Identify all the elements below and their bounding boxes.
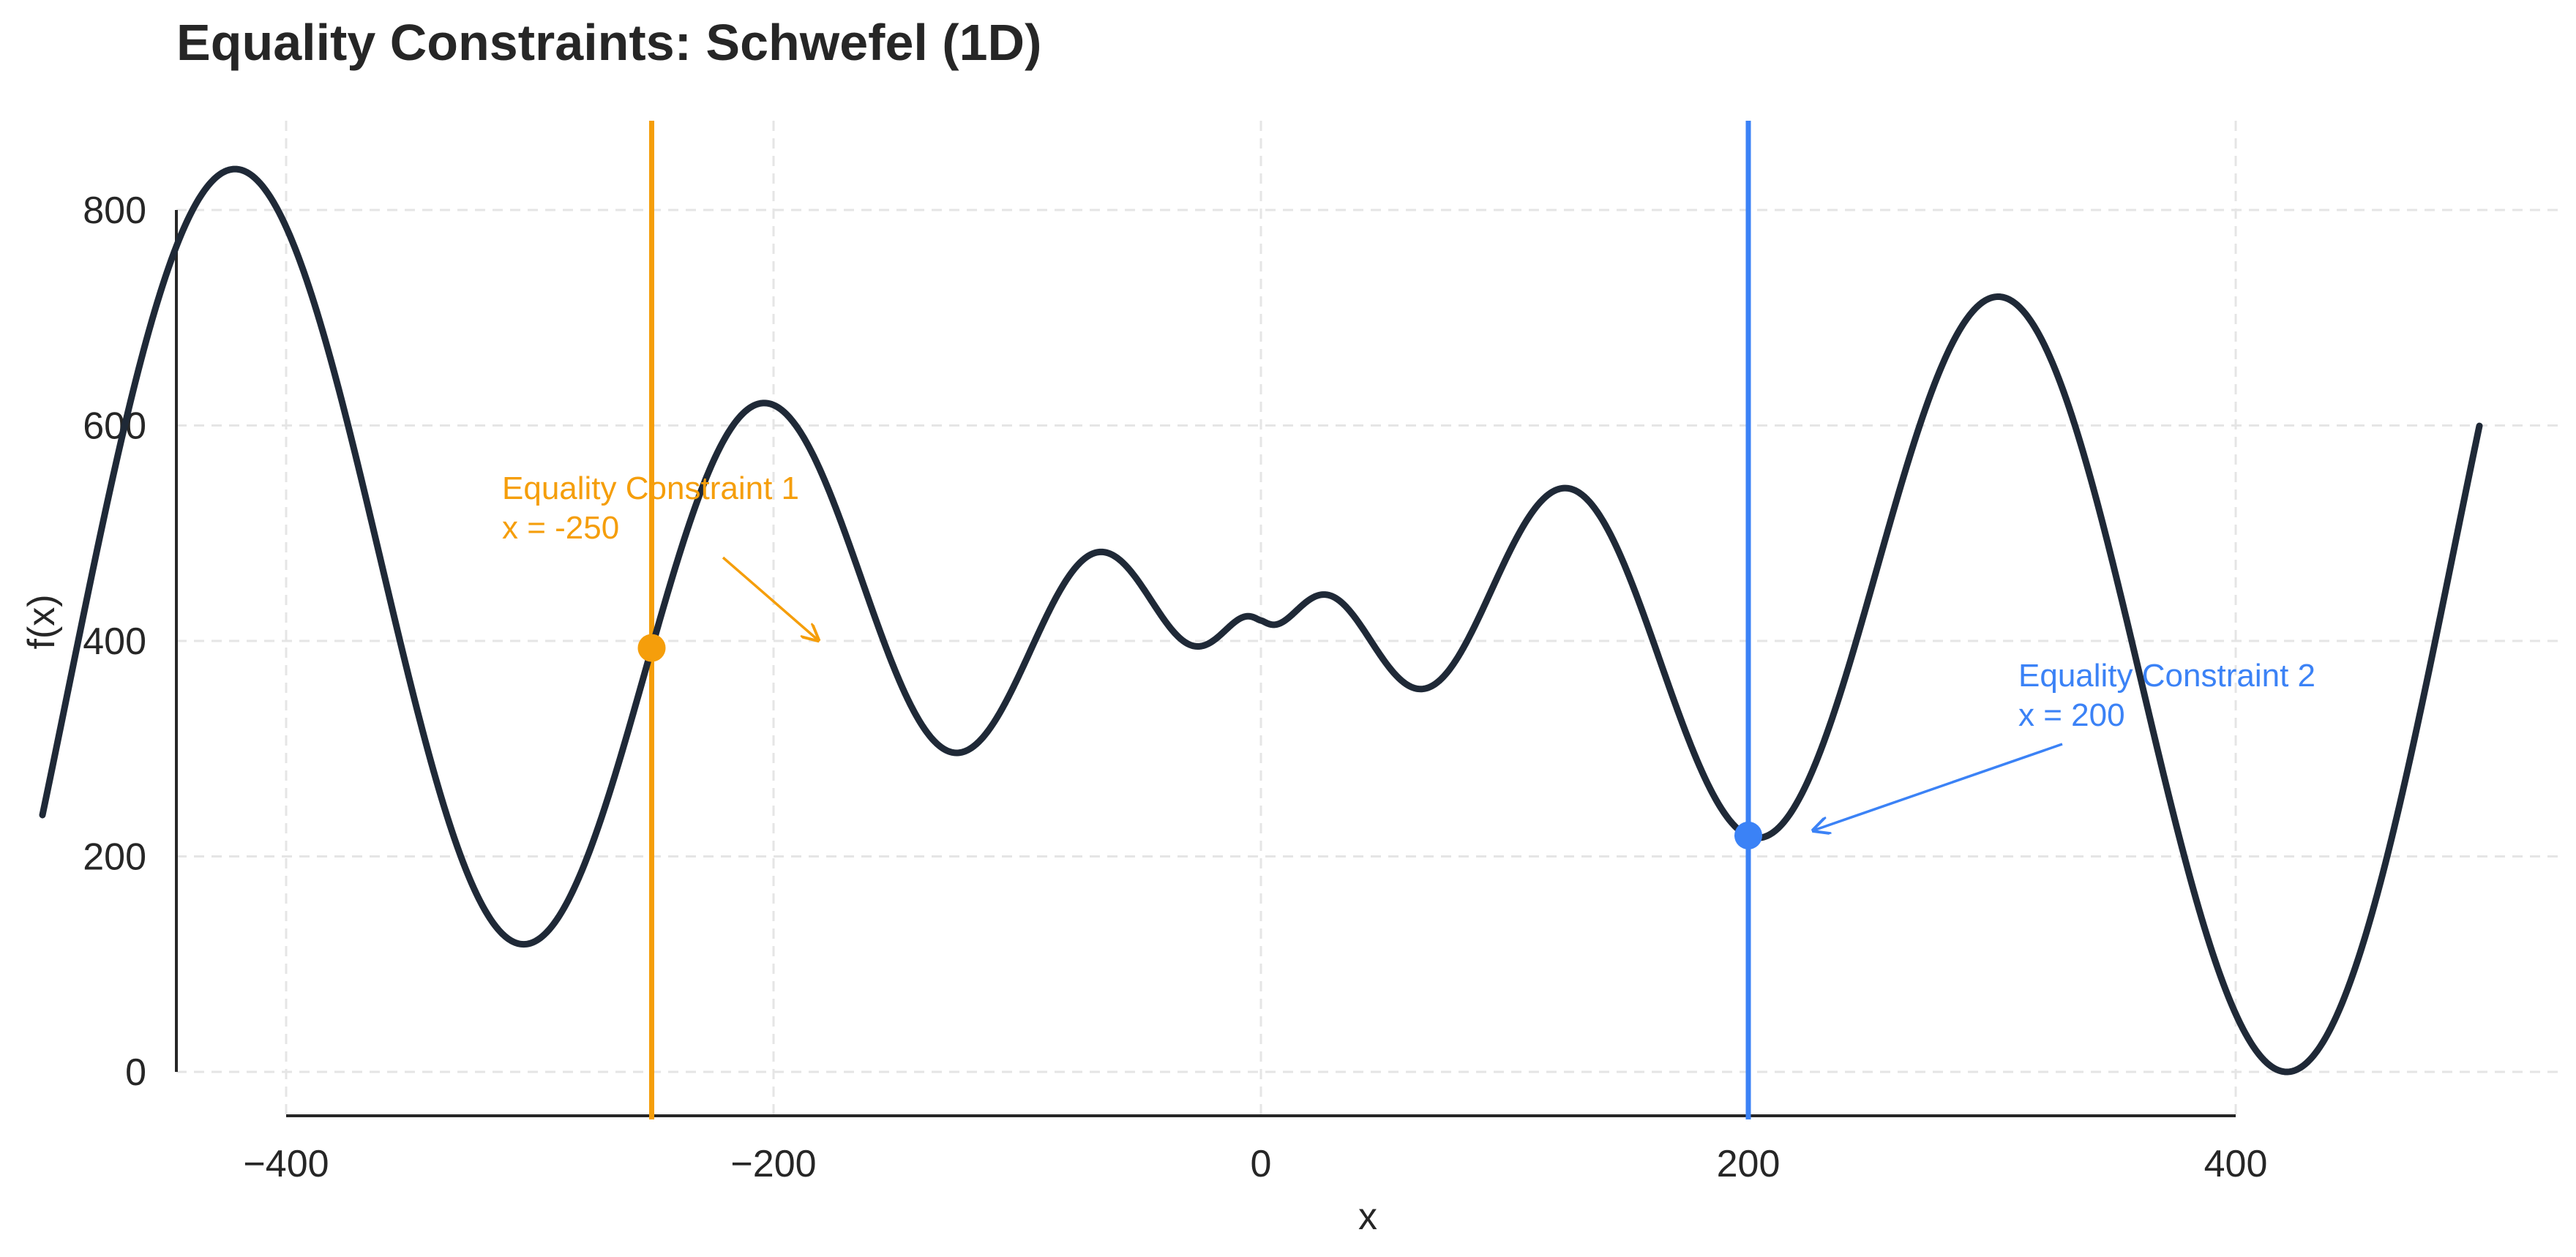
- constraint-2-label: Equality Constraint 2: [2018, 658, 2315, 694]
- y-tick-label: 0: [125, 1051, 146, 1094]
- y-axis-label: f(x): [20, 594, 63, 649]
- y-tick-labels: 0 200 400 600 800: [83, 190, 146, 1094]
- axes: [175, 210, 2236, 1117]
- constraint-1-label: Equality Constraint 1: [502, 470, 799, 506]
- constraint-point-1: [637, 634, 666, 662]
- grid: [176, 121, 2560, 1119]
- x-axis-label: x: [1358, 1196, 1377, 1238]
- x-tick-label: −400: [243, 1143, 329, 1185]
- y-tick-label: 400: [83, 620, 146, 663]
- x-tick-label: −200: [730, 1143, 816, 1185]
- constraint-1-value: x = -250: [502, 510, 619, 546]
- x-tick-label: 0: [1251, 1143, 1272, 1185]
- series: [39, 165, 2483, 1076]
- schwefel-curve: [39, 165, 2483, 1076]
- y-tick-label: 600: [83, 405, 146, 448]
- constraint-2-arrow: [1813, 743, 2063, 830]
- constraint-lines: [649, 121, 1751, 1119]
- x-tick-labels: −400 −200 0 200 400: [243, 1143, 2267, 1185]
- constraint-point-2: [1734, 821, 1762, 849]
- constraint-points: [637, 634, 1762, 849]
- annotations: Equality Constraint 1 x = -250 Equality Co…: [502, 470, 2315, 830]
- constraint-2-value: x = 200: [2018, 697, 2125, 733]
- y-tick-label: 200: [83, 836, 146, 879]
- constraint-1-arrow: [722, 556, 818, 640]
- y-tick-label: 800: [83, 190, 146, 232]
- x-tick-label: 400: [2204, 1143, 2268, 1185]
- chart-title: Equality Constraints: Schwefel (1D): [176, 14, 1041, 71]
- x-tick-label: 200: [1717, 1143, 1781, 1185]
